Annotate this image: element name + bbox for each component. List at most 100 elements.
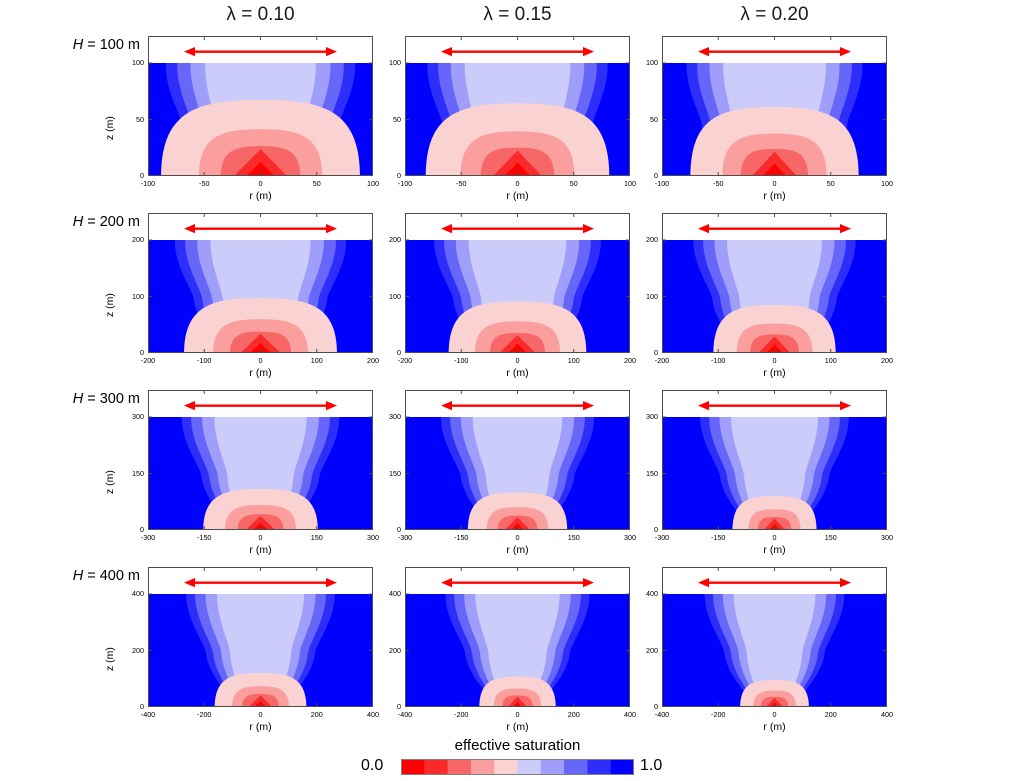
y-tick-label: 0 bbox=[397, 171, 401, 180]
x-tick-label: -150 bbox=[454, 533, 469, 542]
arrow-head bbox=[583, 401, 594, 411]
contour-band-core bbox=[250, 343, 271, 353]
x-tick-label: 0 bbox=[258, 533, 263, 542]
saturation-field bbox=[148, 594, 373, 707]
saturation-field bbox=[405, 63, 630, 176]
panel-H100-lambda0.2 bbox=[662, 36, 887, 176]
arrow-strip-background bbox=[148, 390, 373, 417]
x-tick-label: 50 bbox=[569, 179, 578, 188]
arrow-head bbox=[326, 401, 337, 411]
arrow-head bbox=[698, 47, 709, 57]
panel-H400-lambda0.15 bbox=[405, 567, 630, 707]
x-axis-label: r (m) bbox=[506, 367, 529, 379]
x-tick-label: -400 bbox=[654, 710, 670, 719]
panel-H400-lambda0.2 bbox=[662, 567, 887, 707]
column-title-lambda-1: λ = 0.15 bbox=[483, 4, 552, 25]
extent-arrow bbox=[184, 224, 337, 234]
extent-arrow bbox=[441, 224, 594, 234]
column-title-lambda-2: λ = 0.20 bbox=[740, 4, 809, 25]
row-label-variable: H bbox=[72, 214, 84, 230]
panel-H300-lambda0.1 bbox=[148, 390, 373, 530]
x-tick-label: -100 bbox=[197, 356, 212, 365]
saturation-field bbox=[662, 594, 887, 707]
y-tick-label: 200 bbox=[389, 235, 401, 244]
row-label-value: = 100 m bbox=[83, 37, 140, 53]
arrow-strip-background bbox=[405, 36, 630, 63]
arrow-head bbox=[840, 224, 851, 234]
y-tick-label: 200 bbox=[132, 235, 144, 244]
row-label-H-1: H = 200 m bbox=[30, 214, 140, 230]
x-tick-label: -300 bbox=[140, 533, 156, 542]
y-tick-label: 100 bbox=[646, 58, 658, 67]
contour-band-core bbox=[765, 697, 784, 707]
y-tick-label: 0 bbox=[140, 702, 144, 711]
x-tick-label: 100 bbox=[567, 356, 580, 365]
x-tick-label: 0 bbox=[258, 179, 263, 188]
arrow-strip-background bbox=[405, 213, 630, 240]
x-tick-label: 200 bbox=[624, 356, 636, 365]
panel-plot-area bbox=[662, 213, 887, 353]
arrow-head bbox=[698, 401, 709, 411]
arrow-head bbox=[583, 47, 594, 57]
contour-band-core bbox=[766, 344, 783, 353]
y-tick-label: 0 bbox=[397, 348, 401, 357]
x-tick-label: 0 bbox=[772, 356, 777, 365]
panel-H200-lambda0.2 bbox=[662, 213, 887, 353]
arrow-head bbox=[698, 224, 709, 234]
arrow-strip-background bbox=[148, 567, 373, 594]
x-tick-label: -200 bbox=[197, 710, 212, 719]
arrow-strip-background bbox=[662, 36, 887, 63]
x-axis-label: r (m) bbox=[249, 721, 272, 733]
arrow-head bbox=[326, 47, 337, 57]
colorbar bbox=[401, 759, 635, 775]
contour-band bbox=[733, 594, 816, 707]
x-axis-label: r (m) bbox=[249, 190, 272, 202]
colorbar-swatches bbox=[401, 759, 635, 775]
y-tick-label: 0 bbox=[397, 702, 401, 711]
y-tick-label: 150 bbox=[389, 468, 401, 478]
panel-plot-area bbox=[148, 213, 373, 353]
y-tick-label: 300 bbox=[646, 412, 658, 421]
x-axis-label: r (m) bbox=[763, 190, 786, 202]
x-tick-label: 0 bbox=[258, 356, 263, 365]
contour-band-core bbox=[508, 343, 527, 353]
y-axis-label: z (m) bbox=[104, 292, 116, 317]
x-tick-label: 0 bbox=[515, 533, 520, 542]
y-tick-label: 300 bbox=[389, 412, 401, 421]
x-tick-label: -50 bbox=[199, 179, 210, 188]
y-tick-label: 0 bbox=[654, 171, 658, 180]
x-tick-label: -200 bbox=[454, 710, 469, 719]
saturation-field bbox=[148, 240, 373, 353]
saturation-field bbox=[148, 63, 373, 176]
arrow-head bbox=[184, 224, 195, 234]
y-tick-label: 100 bbox=[389, 58, 401, 67]
x-tick-label: 0 bbox=[515, 356, 520, 365]
saturation-field bbox=[405, 240, 630, 353]
y-tick-label: 200 bbox=[646, 645, 658, 655]
x-tick-label: 300 bbox=[367, 533, 379, 542]
extent-arrow bbox=[441, 401, 594, 411]
y-tick-label: 0 bbox=[397, 525, 401, 534]
arrow-head bbox=[583, 578, 594, 588]
arrow-head bbox=[840, 47, 851, 57]
saturation-field bbox=[662, 417, 887, 530]
arrow-strip-background bbox=[405, 567, 630, 594]
arrow-head bbox=[441, 47, 452, 57]
panel-H400-lambda0.1 bbox=[148, 567, 373, 707]
colorbar-band bbox=[587, 759, 612, 775]
x-tick-label: 50 bbox=[312, 179, 321, 188]
colorbar-min-label: 0.0 bbox=[361, 757, 384, 774]
x-tick-label: -400 bbox=[397, 710, 413, 719]
contour-band-core bbox=[246, 161, 275, 176]
x-tick-label: -150 bbox=[711, 533, 726, 542]
row-label-H-2: H = 300 m bbox=[30, 391, 140, 407]
x-tick-label: 400 bbox=[881, 710, 893, 719]
extent-arrow bbox=[698, 401, 851, 411]
panel-plot-area bbox=[405, 213, 630, 353]
arrow-head bbox=[441, 401, 452, 411]
y-tick-label: 50 bbox=[393, 114, 401, 124]
x-tick-label: -300 bbox=[397, 533, 413, 542]
x-tick-label: -100 bbox=[397, 179, 413, 188]
colorbar-band bbox=[424, 759, 449, 775]
